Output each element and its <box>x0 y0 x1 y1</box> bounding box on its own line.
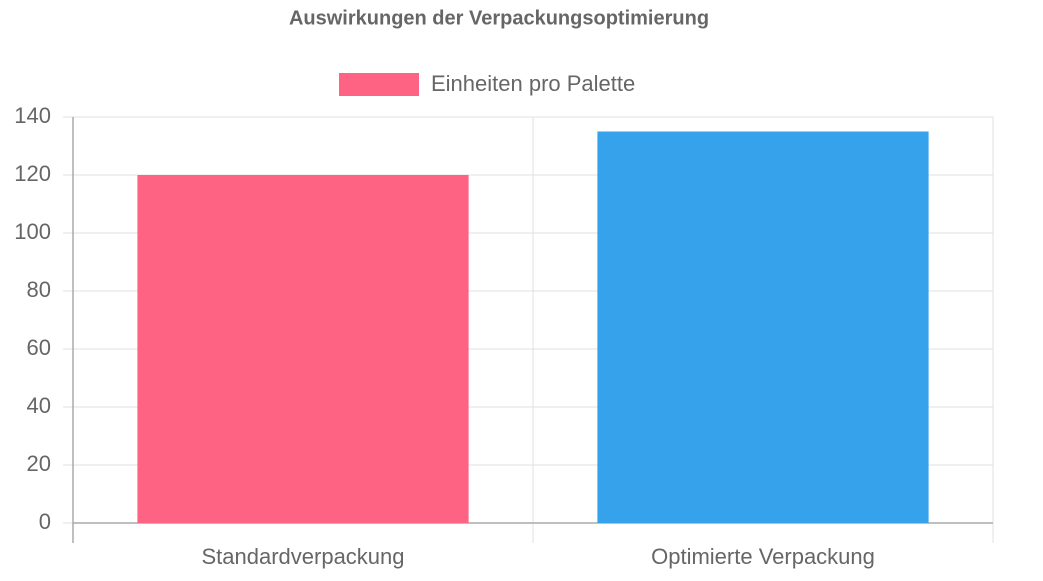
y-tick-label: 40 <box>27 393 51 418</box>
x-tick-label: Standardverpackung <box>201 544 404 569</box>
y-tick-label: 60 <box>27 335 51 360</box>
x-tick-label: Optimierte Verpackung <box>651 544 875 569</box>
bar <box>137 175 469 523</box>
legend-swatch <box>339 73 419 96</box>
y-tick-label: 80 <box>27 277 51 302</box>
y-tick-label: 20 <box>27 451 51 476</box>
y-tick-label: 0 <box>39 509 51 534</box>
y-tick-label: 100 <box>14 219 51 244</box>
bar <box>597 131 929 523</box>
y-tick-label: 120 <box>14 161 51 186</box>
legend-label: Einheiten pro Palette <box>431 71 635 96</box>
chart-title: Auswirkungen der Verpackungsoptimierung <box>289 7 709 29</box>
y-tick-label: 140 <box>14 103 51 128</box>
